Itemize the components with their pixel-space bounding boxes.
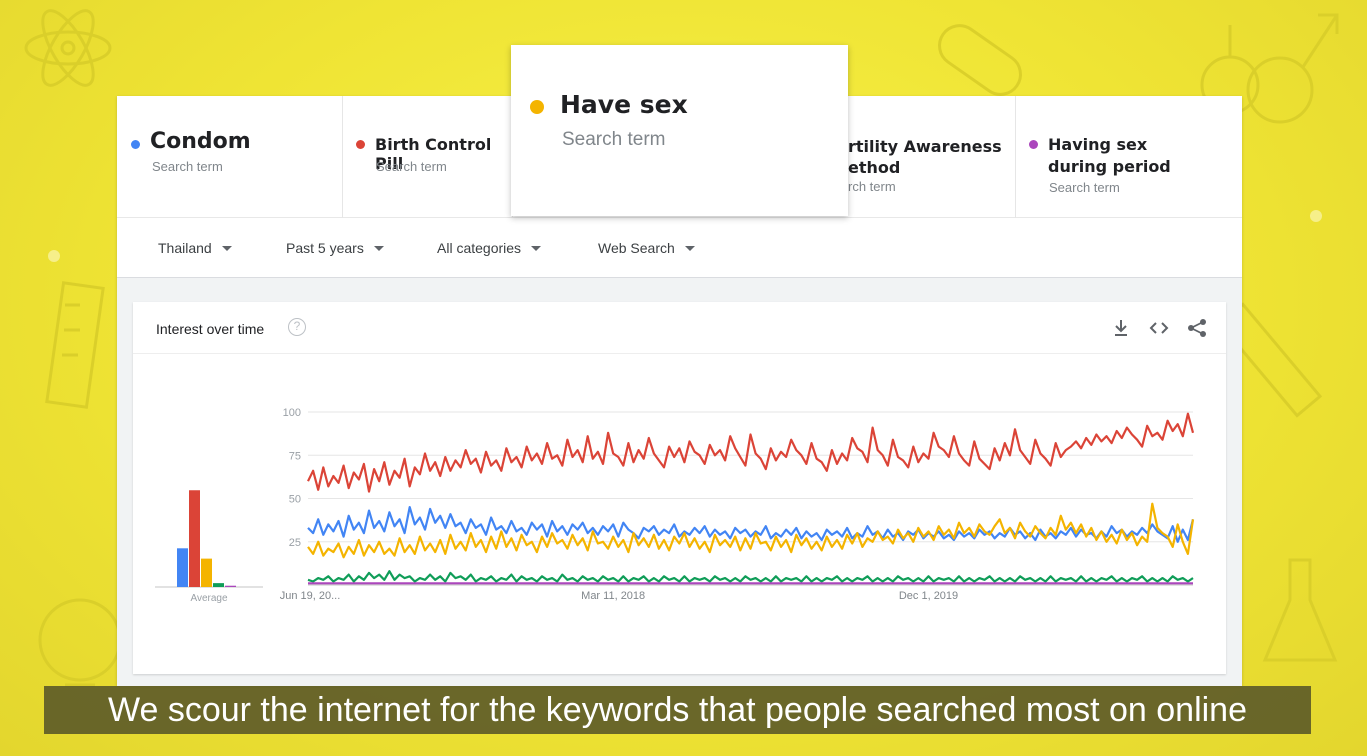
- term-color-dot: [1029, 140, 1038, 149]
- term-card-having-sex-during-period[interactable]: Having sex during period Search term: [1016, 96, 1242, 218]
- category-label: All categories: [437, 240, 522, 256]
- flask-doodle-icon: [1262, 558, 1338, 662]
- term-name: Have sex: [560, 90, 688, 119]
- term-name: rtility Awareness ethod: [848, 137, 1002, 177]
- chevron-down-icon: [531, 246, 542, 251]
- term-subtitle: Search term: [152, 159, 223, 174]
- interest-over-time-chart: 100 75 50 25 Jun 19, 20... Mar 11, 2018 Dec 1,…: [155, 407, 1195, 604]
- y-tick-label: 25: [289, 537, 301, 549]
- atom-doodle-icon: [24, 9, 112, 87]
- term-name: Having sex during period: [1048, 135, 1171, 176]
- share-icon[interactable]: [1186, 317, 1208, 339]
- x-tick-label: Mar 11, 2018: [581, 590, 645, 602]
- region-label: Thailand: [158, 240, 212, 256]
- chevron-down-icon: [221, 246, 232, 251]
- embed-code-icon[interactable]: [1148, 317, 1170, 339]
- term-subtitle: rch term: [848, 179, 896, 194]
- chevron-down-icon: [684, 246, 695, 251]
- pill-doodle-icon: [938, 24, 1022, 96]
- series-line: [307, 502, 1195, 559]
- time-range-dropdown[interactable]: Past 5 years: [286, 218, 384, 278]
- series-line: [307, 412, 1195, 493]
- x-tick-label: Jun 19, 20...: [280, 590, 341, 602]
- average-bar: [213, 583, 224, 587]
- term-subtitle: Search term: [376, 159, 447, 174]
- card-title: Interest over time: [156, 321, 265, 337]
- search-type-dropdown[interactable]: Web Search: [598, 218, 695, 278]
- search-type-label: Web Search: [598, 240, 675, 256]
- term-card-birth-control-pill[interactable]: Birth Control Pill Search term: [343, 96, 513, 218]
- term-card-condom[interactable]: Condom Search term: [117, 96, 343, 218]
- y-tick-label: 100: [283, 407, 301, 419]
- term-name: Birth Control Pill: [375, 135, 492, 173]
- category-dropdown[interactable]: All categories: [437, 218, 542, 278]
- time-range-label: Past 5 years: [286, 240, 364, 256]
- term-color-dot: [131, 140, 140, 149]
- card-header: Interest over time ?: [133, 302, 1226, 354]
- download-icon[interactable]: [1110, 317, 1132, 339]
- video-subtitle-caption: We scour the internet for the keywords t…: [44, 686, 1311, 734]
- series-line: [307, 570, 1194, 583]
- x-tick-label: Dec 1, 2019: [899, 590, 958, 602]
- average-bar: [177, 548, 188, 587]
- chevron-down-icon: [373, 246, 384, 251]
- lightbulb-doodle-icon: [38, 598, 122, 687]
- average-label: Average: [190, 593, 228, 604]
- y-tick-label: 50: [289, 494, 301, 506]
- term-subtitle: Search term: [562, 129, 666, 150]
- term-card-fertility-awareness-method[interactable]: rtility Awareness ethod rch term: [848, 96, 1016, 218]
- interest-over-time-card: Interest over time ? 100 75 50 25 Jun 19, 20…: [133, 302, 1226, 674]
- region-dropdown[interactable]: Thailand: [158, 218, 232, 278]
- ruler-doodle-icon: [45, 281, 105, 409]
- series-line: [307, 506, 1195, 543]
- term-subtitle: Search term: [1049, 180, 1120, 195]
- term-card-have-sex-highlight[interactable]: Have sex Search term: [511, 45, 848, 216]
- term-color-dot: [530, 100, 544, 114]
- filter-bar: Thailand Past 5 years All categories Web…: [117, 218, 1242, 278]
- average-bar: [201, 558, 212, 587]
- help-icon[interactable]: ?: [288, 318, 306, 336]
- term-color-dot: [356, 140, 365, 149]
- term-name: Condom: [150, 129, 251, 154]
- average-bar: [189, 490, 200, 587]
- y-tick-label: 75: [289, 450, 301, 462]
- average-bar: [225, 585, 236, 587]
